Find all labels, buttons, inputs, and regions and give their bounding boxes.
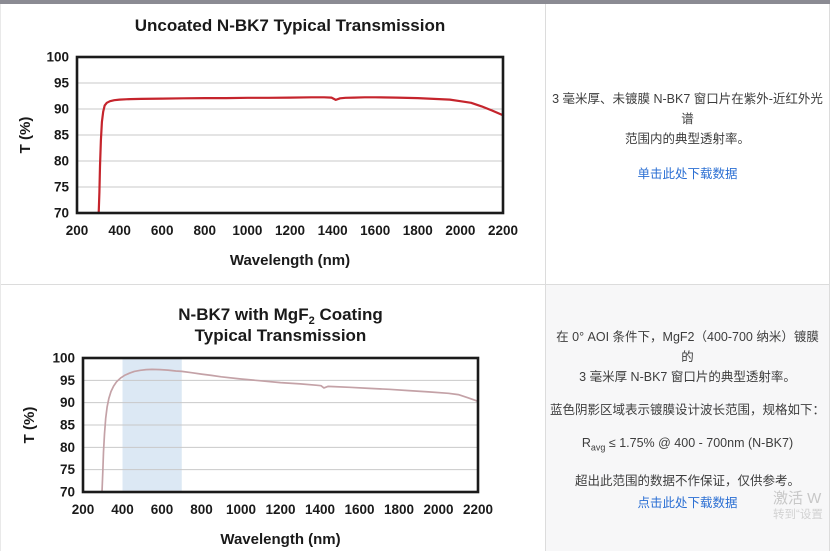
spec-subscript: avg — [590, 442, 606, 453]
coated-description: 在 0° AOI 条件下，MgF2（400-700 纳米）镀膜的 3 毫米厚 N-… — [556, 330, 819, 385]
coated-transmission-chart: 70 75 80 85 90 95 100 200 400 600 800 1000 1200 1400 1… — [21, 305, 493, 548]
svg-text:2200: 2200 — [463, 502, 493, 517]
coated-download-link[interactable]: 点击此处下载数据 — [637, 495, 738, 510]
svg-text:1800: 1800 — [403, 223, 433, 238]
svg-text:400: 400 — [108, 223, 131, 238]
svg-text:1200: 1200 — [275, 223, 305, 238]
svg-text:90: 90 — [60, 395, 75, 410]
coated-band-note: 蓝色阴影区域表示镀膜设计波长范围，规格如下： — [550, 403, 826, 418]
coated-chart-cell: 70 75 80 85 90 95 100 200 400 600 800 1000 1200 1400 1… — [1, 285, 546, 551]
windows-activation-watermark: 激活 W 转到“设置 — [773, 489, 823, 523]
svg-text:800: 800 — [194, 223, 217, 238]
svg-text:Uncoated N-BK7 Typical Transmi: Uncoated N-BK7 Typical Transmission — [135, 16, 445, 35]
svg-text:80: 80 — [60, 440, 75, 455]
svg-text:600: 600 — [151, 223, 174, 238]
svg-text:75: 75 — [54, 180, 70, 195]
svg-text:1600: 1600 — [360, 223, 390, 238]
svg-text:80: 80 — [54, 154, 69, 169]
svg-text:1200: 1200 — [265, 502, 295, 517]
svg-text:Wavelength (nm): Wavelength (nm) — [220, 531, 340, 548]
uncoated-chart-cell: 70 75 80 85 90 95 100 200 400 600 800 1000 1200 1400 1… — [1, 4, 546, 284]
svg-text:2200: 2200 — [488, 223, 518, 238]
svg-text:1600: 1600 — [344, 502, 374, 517]
svg-text:95: 95 — [54, 76, 70, 91]
svg-text:2000: 2000 — [445, 223, 475, 238]
uncoated-description: 3 毫米厚、未镀膜 N-BK7 窗口片在紫外-近红外光谱 范围内的典型透射率。 — [552, 91, 823, 146]
svg-text:1800: 1800 — [384, 502, 414, 517]
svg-text:2000: 2000 — [423, 502, 453, 517]
svg-text:Wavelength (nm): Wavelength (nm) — [230, 252, 350, 269]
svg-text:T (%): T (%) — [17, 117, 34, 154]
svg-text:400: 400 — [111, 502, 134, 517]
uncoated-transmission-chart: 70 75 80 85 90 95 100 200 400 600 800 1000 1200 1400 1… — [17, 16, 518, 269]
svg-text:200: 200 — [72, 502, 95, 517]
svg-text:600: 600 — [151, 502, 174, 517]
svg-text:1400: 1400 — [318, 223, 348, 238]
svg-text:100: 100 — [52, 351, 75, 366]
uncoated-row: 70 75 80 85 90 95 100 200 400 600 800 1000 1200 1400 1… — [1, 4, 829, 285]
uncoated-download-link[interactable]: 单击此处下载数据 — [637, 166, 738, 181]
svg-text:800: 800 — [190, 502, 213, 517]
coated-description-cell: 在 0° AOI 条件下，MgF2（400-700 纳米）镀膜的 3 毫米厚 N-… — [546, 285, 829, 551]
svg-text:Typical Transmission: Typical Transmission — [195, 326, 367, 345]
svg-text:1400: 1400 — [305, 502, 335, 517]
watermark-line2: 转到“设置 — [773, 509, 823, 521]
svg-text:N-BK7 with MgF2 Coating: N-BK7 with MgF2 Coating — [178, 305, 382, 327]
svg-text:75: 75 — [60, 462, 76, 477]
content-table: 70 75 80 85 90 95 100 200 400 600 800 1000 1200 1400 1… — [0, 4, 830, 551]
coated-row: 70 75 80 85 90 95 100 200 400 600 800 1000 1200 1400 1… — [1, 285, 829, 551]
svg-text:70: 70 — [54, 206, 69, 221]
svg-text:90: 90 — [54, 102, 69, 117]
svg-text:85: 85 — [54, 128, 70, 143]
svg-text:70: 70 — [60, 485, 75, 500]
svg-text:100: 100 — [46, 50, 69, 65]
coated-disclaimer: 超出此范围的数据不作保证，仅供参考。 — [574, 473, 800, 488]
top-accent-bar — [0, 0, 830, 4]
svg-text:1000: 1000 — [232, 223, 262, 238]
svg-text:1000: 1000 — [226, 502, 256, 517]
uncoated-description-cell: 3 毫米厚、未镀膜 N-BK7 窗口片在紫外-近红外光谱 范围内的典型透射率。 单… — [546, 4, 829, 284]
svg-text:85: 85 — [60, 418, 76, 433]
svg-text:T (%): T (%) — [21, 407, 38, 444]
svg-text:95: 95 — [60, 373, 76, 388]
coating-spec: Ravg ≤ 1.75% @ 400 - 700nm (N-BK7) — [581, 436, 794, 453]
svg-text:200: 200 — [66, 223, 89, 238]
watermark-line1: 激活 W — [773, 490, 822, 507]
